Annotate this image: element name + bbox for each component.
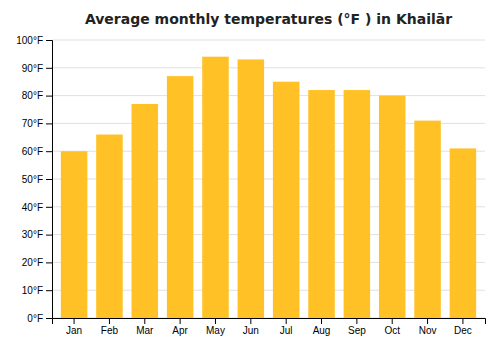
bars — [61, 57, 476, 318]
tick-mark — [46, 207, 52, 208]
grid — [52, 40, 485, 318]
tick-mark — [46, 96, 52, 97]
tick-mark — [46, 235, 52, 236]
tick: 90°F — [22, 63, 52, 74]
tick: 20°F — [22, 257, 52, 268]
tick-mark — [46, 262, 52, 263]
tick: 100°F — [16, 35, 52, 46]
tick-mark — [356, 318, 357, 324]
chart: 0°F 10°F 20°F 30°F 40°F 50°F 60°F 70°F 80°F 90°F 1… — [0, 0, 500, 350]
y-axis: 0°F 10°F 20°F 30°F 40°F 50°F 60°F 70°F 80°F 90°F 1… — [16, 35, 52, 324]
axis-line — [46, 41, 53, 319]
tick-label: Feb — [101, 325, 119, 336]
bar — [202, 57, 229, 318]
plot-area: 0°F 10°F 20°F 30°F 40°F 50°F 60°F 70°F 80°F 90°F 1… — [16, 35, 485, 336]
tick-mark — [74, 318, 75, 324]
tick-label: Apr — [172, 325, 188, 336]
tick-label: Jul — [280, 325, 293, 336]
tick-label: Jan — [66, 325, 82, 336]
tick-label: Jun — [243, 325, 259, 336]
tick-mark — [215, 318, 216, 324]
tick-label: 50°F — [22, 174, 43, 185]
bar — [132, 104, 159, 318]
title: Average monthly temperatures (°F ) in Kh… — [85, 11, 452, 27]
bar — [379, 96, 406, 318]
tick: Dec — [454, 318, 472, 336]
tick: 70°F — [22, 118, 52, 129]
tick: Feb — [101, 318, 119, 336]
tick: Oct — [384, 318, 400, 336]
axis-line — [53, 319, 486, 325]
tick-mark — [46, 68, 52, 69]
tick: Mar — [136, 318, 154, 336]
tick-label: Oct — [384, 325, 400, 336]
tick: May — [206, 318, 225, 336]
tick-label: 80°F — [22, 90, 43, 101]
tick: 10°F — [22, 285, 52, 296]
tick-mark — [46, 318, 52, 319]
x-axis: Jan Feb Mar Apr May Jun Jul Aug Sep Oct Nov Dec — [53, 318, 486, 336]
tick-label: 0°F — [27, 313, 43, 324]
tick-mark — [180, 318, 181, 324]
grid-line — [52, 40, 485, 41]
grid-line — [52, 67, 485, 68]
tick-label: 40°F — [22, 202, 43, 213]
tick: Sep — [348, 318, 366, 336]
tick: Apr — [172, 318, 188, 336]
bar — [273, 82, 300, 318]
tick-label: 70°F — [22, 118, 43, 129]
bar — [450, 148, 477, 318]
tick: Jul — [280, 318, 293, 336]
bar — [414, 121, 441, 318]
tick-mark — [392, 318, 393, 324]
tick: 0°F — [27, 313, 52, 324]
bar — [167, 76, 194, 318]
bar — [344, 90, 371, 318]
tick-label: 60°F — [22, 146, 43, 157]
tick: Jun — [243, 318, 259, 336]
tick-label: Nov — [419, 325, 437, 336]
tick-label: 30°F — [22, 229, 43, 240]
grid-line — [52, 95, 485, 96]
tick: Aug — [313, 318, 331, 336]
tick: Nov — [419, 318, 437, 336]
tick: 50°F — [22, 174, 52, 185]
tick: 30°F — [22, 229, 52, 240]
tick: Jan — [66, 318, 82, 336]
tick: 40°F — [22, 202, 52, 213]
tick-label: 90°F — [22, 63, 43, 74]
tick-mark — [46, 40, 52, 41]
tick-mark — [462, 318, 463, 324]
tick-label: 20°F — [22, 257, 43, 268]
bar — [61, 151, 88, 318]
tick-label: Aug — [313, 325, 331, 336]
tick-mark — [144, 318, 145, 324]
bar — [96, 135, 123, 318]
tick: 80°F — [22, 90, 52, 101]
bar — [308, 90, 335, 318]
tick-label: Sep — [348, 325, 366, 336]
tick-mark — [321, 318, 322, 324]
tick-label: May — [206, 325, 225, 336]
tick: 60°F — [22, 146, 52, 157]
tick-label: Dec — [454, 325, 472, 336]
tick-label: Mar — [136, 325, 154, 336]
tick-mark — [46, 290, 52, 291]
tick-mark — [46, 179, 52, 180]
tick-mark — [286, 318, 287, 324]
tick-mark — [250, 318, 251, 324]
tick-mark — [427, 318, 428, 324]
tick-label: 100°F — [16, 35, 43, 46]
bar — [238, 59, 265, 318]
tick-mark — [46, 123, 52, 124]
tick-mark — [46, 151, 52, 152]
tick-label: 10°F — [22, 285, 43, 296]
tick-mark — [109, 318, 110, 324]
